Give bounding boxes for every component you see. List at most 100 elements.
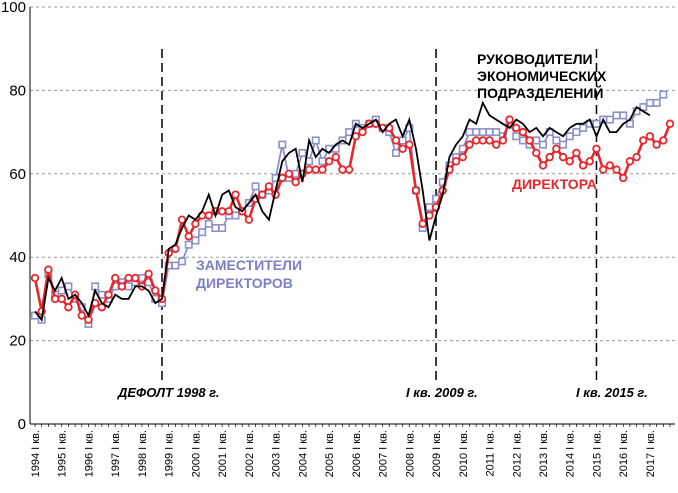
series-point	[311, 165, 320, 174]
x-tick-label-14: 2008 I кв.	[404, 430, 416, 477]
series-point	[451, 157, 461, 166]
series-point	[465, 140, 474, 149]
series-point	[559, 140, 568, 149]
series-point	[492, 140, 501, 149]
series-point	[639, 136, 648, 145]
series-point	[184, 240, 193, 249]
series-point	[485, 128, 494, 137]
series-point	[565, 157, 574, 166]
series-point	[178, 257, 187, 266]
series-point	[264, 182, 274, 191]
series-point	[659, 90, 668, 99]
series-point	[184, 232, 193, 241]
annotation-q1-2009: I кв. 2009 г.	[406, 385, 478, 400]
series-point	[612, 165, 621, 174]
series-point	[632, 152, 641, 162]
series-point	[605, 115, 614, 124]
series-point	[117, 282, 127, 291]
series-point	[124, 282, 133, 291]
x-tick-label-9: 2003 I кв.	[271, 430, 283, 477]
series-point	[498, 136, 508, 145]
y-tick-label-4: 80	[9, 82, 26, 99]
series-label-heads-line2: ЭКОНОМИЧЕСКИХ	[477, 68, 607, 84]
series-point	[418, 219, 427, 229]
series-point	[124, 273, 133, 283]
series-point	[104, 290, 113, 299]
series-point	[231, 211, 240, 220]
series-line	[34, 100, 651, 322]
series-point	[198, 228, 207, 237]
series-point	[612, 111, 621, 120]
series-point	[57, 294, 66, 304]
series-point	[465, 128, 474, 137]
y-tick-label-0: 0	[18, 416, 26, 433]
series-point	[44, 265, 53, 274]
series-point	[619, 173, 628, 183]
x-tick-label-19: 2013 I кв.	[538, 430, 550, 477]
series-point	[345, 128, 354, 137]
series-point	[131, 273, 140, 283]
x-tick-label-18: 2012 I кв.	[511, 430, 523, 477]
series-point	[492, 128, 501, 137]
series-point	[625, 157, 635, 166]
x-axis-ticks: 1994 I кв. 1995 I кв. 1996 I кв. 1997 I кв.…	[30, 424, 671, 477]
series-point	[331, 152, 340, 162]
series-point	[251, 182, 260, 191]
series-point	[64, 303, 73, 312]
series-label-heads-line1: РУКОВОДИТЕЛИ	[477, 51, 593, 67]
series-point	[278, 173, 287, 183]
series-point	[472, 128, 481, 137]
series-point	[505, 115, 514, 124]
x-tick-label-5: 1999 I кв.	[164, 430, 176, 477]
x-tick-label-8: 2002 I кв.	[244, 430, 256, 477]
series-label-directors: ДИРЕКТОРА	[512, 176, 597, 192]
x-tick-label-4: 1998 I кв.	[137, 430, 149, 477]
annotation-default-1998: ДЕФОЛТ 1998 г.	[117, 385, 220, 400]
series-point	[191, 236, 200, 245]
x-tick-label-20: 2014 I кв.	[565, 430, 577, 477]
series-point	[358, 127, 367, 137]
series-point	[565, 132, 574, 141]
x-tick-label-21: 2015 I кв.	[591, 430, 603, 477]
series-point	[538, 140, 547, 149]
series-point	[652, 98, 661, 107]
series-point	[398, 144, 407, 153]
x-tick-label-17: 2011 I кв.	[485, 430, 497, 477]
series-point	[244, 215, 254, 224]
x-tick-label-10: 2004 I кв.	[297, 430, 309, 477]
series-point	[458, 152, 467, 162]
series-point	[552, 144, 561, 153]
series-point	[532, 148, 541, 158]
y-tick-label-2: 40	[9, 249, 26, 266]
series-point	[471, 136, 481, 145]
series-point	[30, 273, 40, 283]
series-point	[50, 294, 60, 304]
series-point	[278, 140, 287, 149]
series-point	[665, 119, 675, 128]
y-tick-label-1: 20	[9, 333, 26, 350]
series-point	[304, 165, 314, 174]
series-point	[619, 111, 628, 120]
series-point	[77, 311, 86, 320]
series-point	[572, 148, 581, 158]
series-point	[572, 128, 581, 137]
series-point	[191, 219, 200, 229]
series-point	[579, 123, 588, 132]
series-point	[351, 132, 361, 141]
series-label-heads-line3: ПОДРАЗДЕЛЕНИЙ	[477, 84, 603, 101]
series-point	[605, 161, 615, 170]
series-point	[144, 269, 153, 279]
series-0	[34, 100, 651, 322]
series-point	[338, 165, 347, 174]
series-point	[111, 273, 120, 283]
series-point	[224, 207, 234, 216]
series-label-deputies-line1: ЗАМЕСТИТЕЛИ	[196, 257, 302, 273]
series-point	[518, 127, 528, 137]
series-point	[478, 128, 487, 137]
x-tick-label-16: 2010 I кв.	[458, 430, 470, 477]
series-point	[177, 215, 187, 224]
series-point	[291, 169, 300, 178]
series-point	[478, 136, 488, 145]
series-point	[525, 136, 534, 145]
